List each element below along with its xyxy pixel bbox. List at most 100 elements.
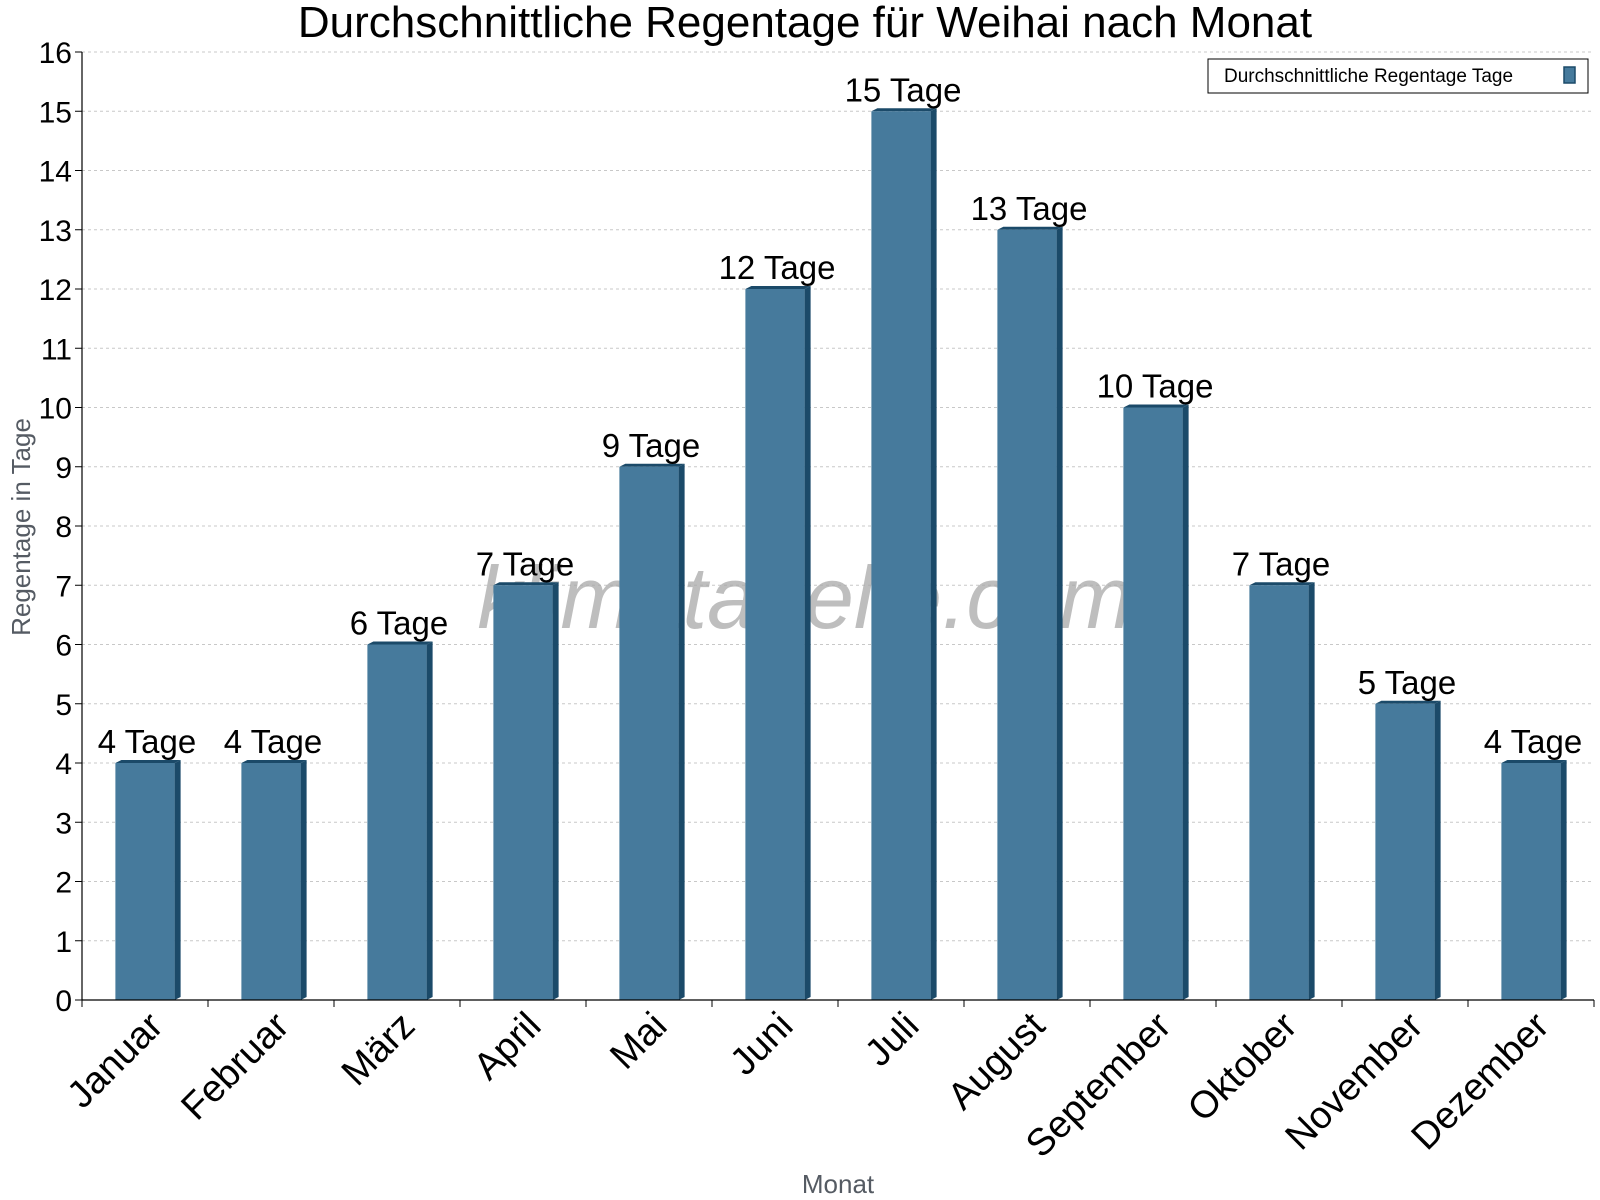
data-label: 13 Tage — [971, 190, 1088, 227]
bar-front — [1123, 407, 1183, 1000]
y-tick-label: 9 — [55, 452, 72, 485]
bar-side — [426, 641, 433, 1000]
bar-top — [871, 108, 937, 112]
bar-front — [745, 289, 805, 1000]
data-label: 12 Tage — [719, 249, 836, 286]
y-tick-label: 13 — [39, 215, 72, 248]
y-tick-label: 14 — [39, 156, 72, 189]
bar-side — [174, 760, 181, 1000]
data-label: 9 Tage — [602, 427, 700, 464]
bar-front — [1375, 703, 1435, 1000]
bar-top — [1123, 404, 1189, 408]
data-label: 4 Tage — [224, 723, 322, 760]
bars — [115, 108, 1567, 1000]
x-tick-label: Juli — [857, 1005, 927, 1075]
x-tick-label: November — [1278, 1004, 1432, 1158]
bar-top — [1501, 760, 1567, 763]
data-label: 5 Tage — [1358, 664, 1456, 701]
bar-side — [804, 286, 811, 1000]
bar-top — [1375, 700, 1441, 704]
legend-box — [1207, 58, 1589, 94]
y-tick-label: 7 — [55, 570, 72, 603]
bar-side — [930, 108, 937, 1000]
bar-juni — [745, 286, 811, 1000]
y-tick-label: 11 — [41, 333, 72, 366]
bar-top — [115, 760, 181, 763]
legend: Durchschnittliche Regentage Tage — [1207, 58, 1589, 94]
bar-februar — [241, 760, 307, 1000]
bar-märz — [367, 641, 433, 1000]
y-tick-label: 12 — [39, 274, 72, 307]
data-label: 4 Tage — [98, 723, 196, 760]
y-tick-label: 16 — [39, 37, 72, 70]
y-tick-label: 0 — [55, 985, 72, 1018]
x-tick-label: Juni — [722, 1005, 801, 1084]
x-tick-label: Februar — [174, 1004, 298, 1128]
y-tick-label: 3 — [55, 807, 72, 840]
bar-front — [619, 466, 679, 1000]
bar-top — [619, 463, 685, 467]
bar-front — [1501, 763, 1561, 1000]
bar-september — [1123, 404, 1189, 1000]
data-label: 7 Tage — [1232, 545, 1330, 582]
x-axis-ticks: Januar Februar März April Mai Juni Juli AugustS… — [59, 1000, 1595, 1166]
bar-april — [493, 582, 559, 1000]
x-tick-label: August — [940, 1004, 1054, 1118]
x-tick-label: Oktober — [1180, 1004, 1306, 1130]
data-label: 15 Tage — [845, 71, 962, 108]
y-tick-label: 8 — [55, 511, 72, 544]
data-label: 6 Tage — [350, 605, 448, 642]
bar-front — [1249, 585, 1309, 1000]
legend-label: Durchschnittliche Regentage Tage — [1224, 66, 1513, 87]
bar-side — [1560, 760, 1567, 1000]
y-tick-label: 6 — [55, 630, 72, 663]
data-label: 7 Tage — [476, 545, 574, 582]
y-tick-label: 4 — [55, 748, 72, 781]
bar-side — [300, 760, 307, 1000]
bar-dezember — [1501, 760, 1567, 1000]
grid-lines — [82, 51, 1594, 942]
bar-front — [115, 763, 175, 1000]
bar-side — [1056, 226, 1063, 1000]
bar-top — [997, 226, 1063, 230]
x-tick-label: Dezember — [1404, 1004, 1558, 1158]
bar-juli — [871, 108, 937, 1000]
bar-side — [1308, 582, 1315, 1000]
bar-side — [552, 582, 559, 1000]
bar-top — [367, 641, 433, 645]
data-labels: 4 Tage 4 Tage 6 Tage 7 Tage 9 Tage 12 Tage 15 … — [98, 71, 1582, 760]
chart-title: Durchschnittliche Regentage für Weihai n… — [298, 0, 1312, 47]
bar-oktober — [1249, 582, 1315, 1000]
x-tick-label: April — [466, 1005, 549, 1088]
bar-top — [745, 286, 811, 289]
bar-top — [493, 582, 559, 586]
bar-side — [1434, 700, 1441, 1000]
bar-front — [871, 111, 931, 1000]
data-label: 4 Tage — [1484, 723, 1582, 760]
bar-front — [997, 229, 1057, 1000]
data-label: 10 Tage — [1097, 368, 1214, 405]
bar-november — [1375, 700, 1441, 1000]
bar-august — [997, 226, 1063, 1000]
bar-front — [493, 585, 553, 1000]
x-tick-label: Mai — [602, 1005, 675, 1078]
y-tick-label: 1 — [55, 926, 72, 959]
bar-januar — [115, 760, 181, 1000]
bar-front — [367, 644, 427, 1000]
y-tick-label: 10 — [39, 393, 72, 426]
bar-mai — [619, 463, 685, 1000]
y-tick-label: 2 — [55, 867, 72, 900]
bar-side — [1182, 404, 1189, 1000]
legend-swatch — [1563, 66, 1576, 84]
bar-top — [1249, 582, 1315, 586]
x-axis-title: Monat — [802, 1169, 875, 1199]
bar-side — [678, 463, 685, 1000]
y-tick-label: 15 — [39, 96, 72, 129]
y-axis-title: Regentage in Tage — [6, 418, 36, 636]
y-tick-label: 5 — [55, 689, 72, 722]
bar-top — [241, 760, 307, 763]
x-tick-label: Januar — [59, 1004, 171, 1116]
x-tick-label: März — [334, 1005, 423, 1094]
